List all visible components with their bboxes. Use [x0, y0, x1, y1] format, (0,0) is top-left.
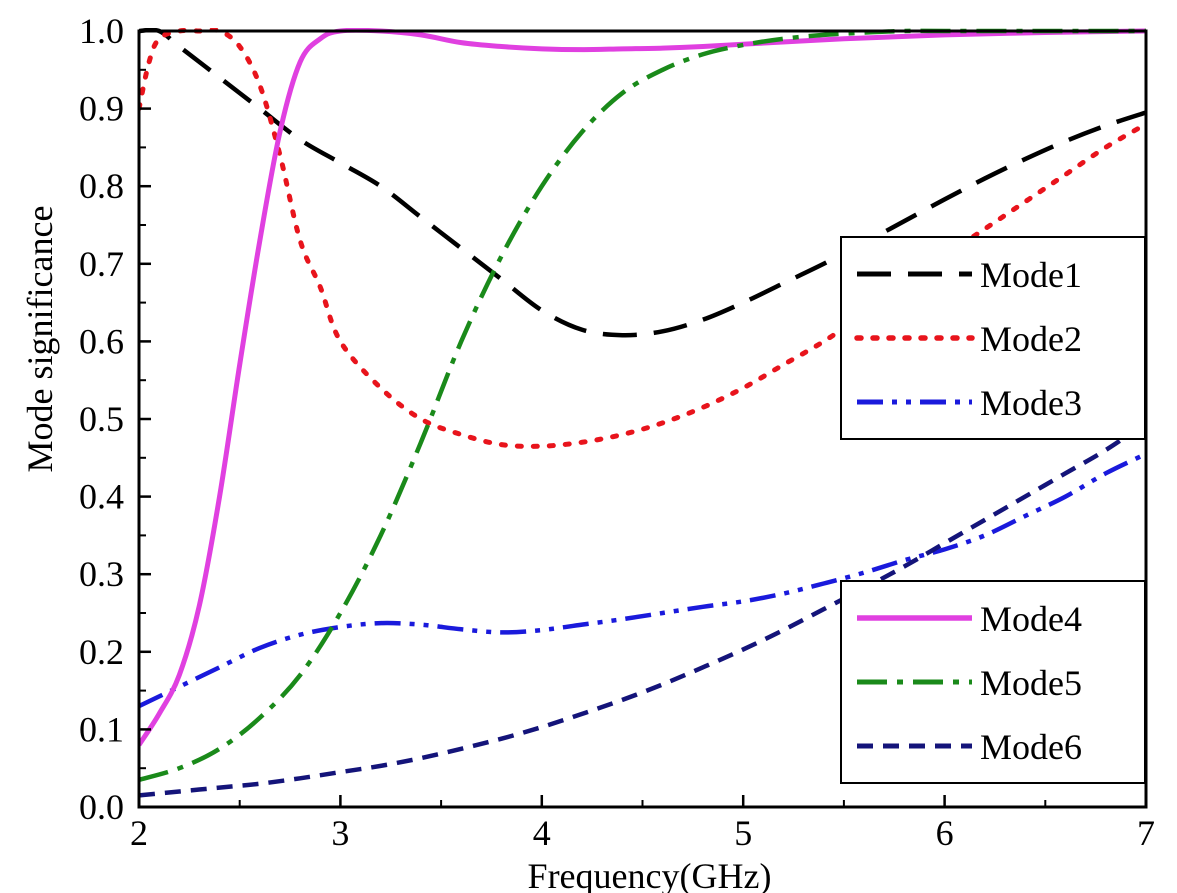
x-axis-title: Frequency(GHz) — [528, 856, 772, 893]
legend-label-mode6: Mode6 — [980, 727, 1082, 767]
legend-label-mode2: Mode2 — [980, 319, 1082, 359]
x-tick-label: 5 — [734, 813, 752, 853]
legend-label-mode3: Mode3 — [980, 383, 1082, 423]
legend-label-mode5: Mode5 — [980, 663, 1082, 703]
series-line-mode6 — [139, 421, 1146, 798]
series-line-mode4 — [139, 28, 1146, 747]
y-tick-label: 0.1 — [79, 709, 124, 749]
legend-label-mode4: Mode4 — [980, 599, 1082, 639]
y-tick-label: 0.9 — [79, 89, 124, 129]
y-axis-title: Mode significance — [20, 206, 60, 473]
legend-layer: Mode1 Mode2 Mode3 Mode4 Mode5 Mode6 — [840, 236, 1146, 784]
legend-label-mode1: Mode1 — [980, 255, 1082, 295]
x-tick-label: 2 — [130, 813, 148, 853]
y-tick-label: 0.2 — [79, 632, 124, 672]
y-tick-label: 0.6 — [79, 321, 124, 361]
series-line-mode3 — [139, 451, 1146, 709]
y-tick-label: 0.5 — [79, 399, 124, 439]
legend-box-2: Mode4 Mode5 Mode6 — [840, 580, 1146, 784]
x-tick-label: 3 — [331, 813, 349, 853]
y-tick-label: 0.8 — [79, 166, 124, 206]
legend-box-1: Mode1 Mode2 Mode3 — [840, 236, 1146, 440]
y-tick-label: 1.0 — [79, 11, 124, 51]
y-tick-label: 0.7 — [79, 244, 124, 284]
x-tick-label: 4 — [533, 813, 551, 853]
x-tick-label: 6 — [936, 813, 954, 853]
legend-frame — [840, 580, 1146, 784]
y-tick-label: 0.0 — [79, 787, 124, 827]
y-tick-label: 0.4 — [79, 477, 124, 517]
x-tick-label: 7 — [1137, 813, 1155, 853]
y-tick-label: 0.3 — [79, 554, 124, 594]
